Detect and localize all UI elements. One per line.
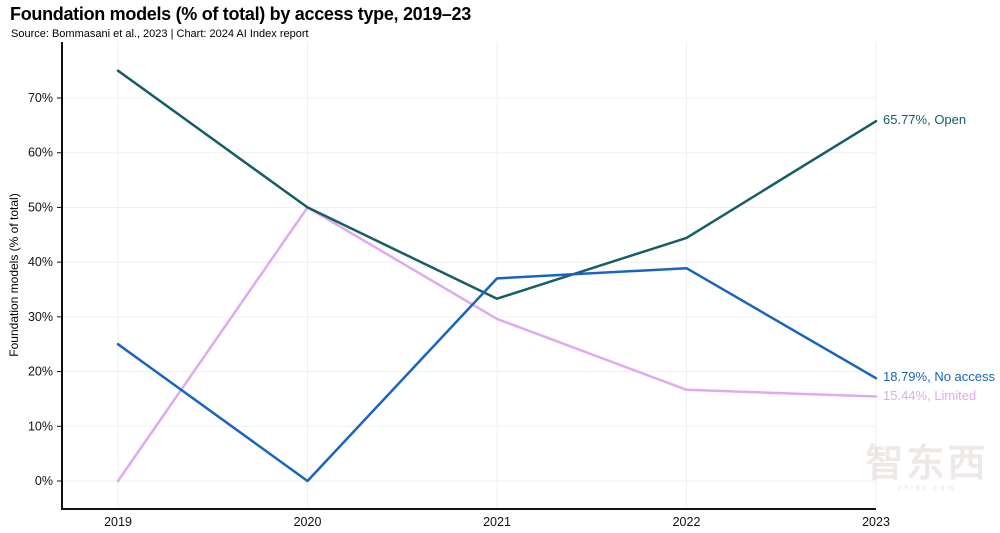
y-tick-label: 60% (28, 146, 53, 160)
y-tick-label: 0% (35, 474, 53, 488)
series-end-label-limited: 15.44%, Limited (883, 387, 977, 403)
y-tick-label: 40% (28, 255, 53, 269)
y-tick-label: 30% (28, 310, 53, 324)
axes (57, 42, 876, 510)
series-line-limited (116, 206, 878, 483)
chart-title: Foundation models (% of total) by access… (10, 4, 471, 24)
chart-subtitle: Source: Bommasani et al., 2023 | Chart: … (11, 28, 309, 40)
x-tick-label: 2021 (483, 515, 511, 529)
gridlines (62, 42, 877, 509)
series-line-no-access (116, 266, 878, 483)
y-tick-label: 70% (28, 91, 53, 105)
series-end-label-open: 65.77%, Open (883, 112, 967, 128)
x-tick-label: 2023 (862, 515, 890, 529)
x-tick-label: 2022 (673, 515, 701, 529)
x-tick-label: 2020 (294, 515, 322, 529)
y-tick-label: 20% (28, 365, 53, 379)
data-series-lines (116, 69, 878, 483)
y-tick-label: 10% (28, 419, 53, 433)
axis-tick-labels: 0% 10% 20% 30% 40% 50% 60% 70% 2019 2020 2021 2022 2… (28, 91, 890, 529)
series-end-label-no-access: 18.79%, No access (883, 369, 996, 385)
y-tick-label: 50% (28, 200, 53, 214)
series-line-open (116, 69, 878, 300)
x-tick-label: 2019 (104, 515, 132, 529)
